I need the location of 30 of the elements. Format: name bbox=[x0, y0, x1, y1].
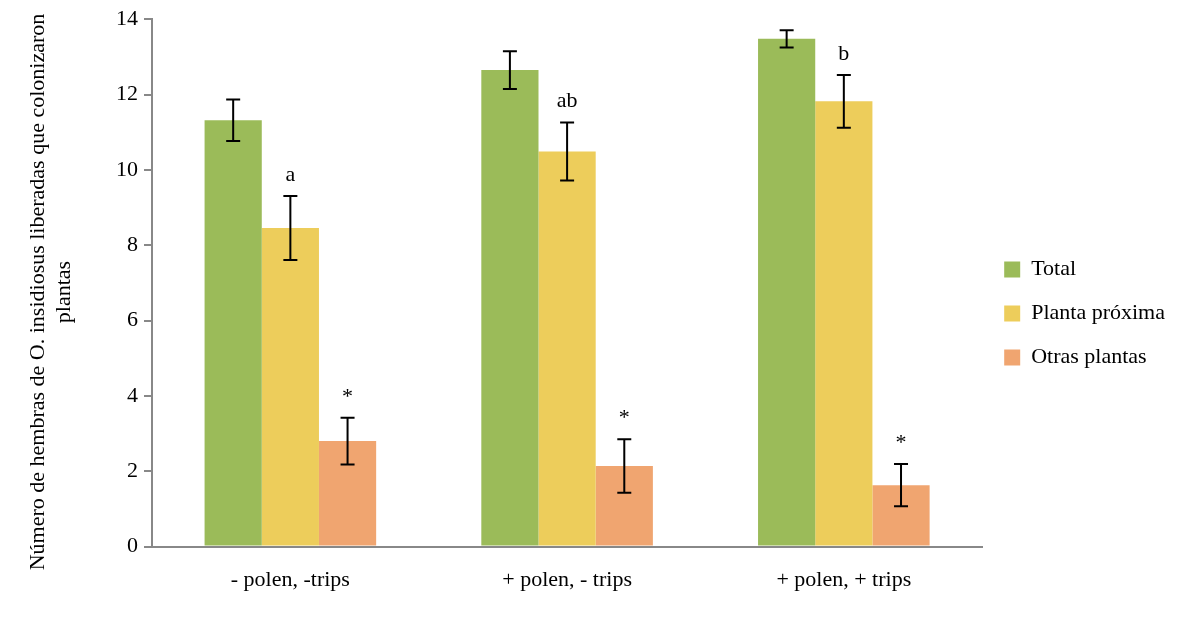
data-label: b bbox=[838, 39, 850, 65]
y-tick-label: 14 bbox=[116, 4, 138, 30]
bar bbox=[538, 151, 596, 546]
legend-label: Total bbox=[1031, 255, 1077, 281]
y-tick-label: 8 bbox=[127, 231, 138, 257]
data-label: * bbox=[895, 428, 907, 454]
bar bbox=[318, 441, 377, 546]
bar bbox=[815, 101, 873, 546]
y-tick-label: 10 bbox=[116, 155, 138, 181]
x-tick-label: - polen, -trips bbox=[230, 565, 350, 591]
y-tick-label: 6 bbox=[127, 306, 138, 332]
x-tick-label: + polen, + trips bbox=[776, 565, 912, 591]
data-label: * bbox=[342, 382, 354, 408]
bar bbox=[595, 465, 653, 546]
y-tick-label: 4 bbox=[127, 381, 138, 407]
bar bbox=[872, 485, 930, 546]
legend-label: Planta próxima bbox=[1031, 299, 1166, 325]
bar bbox=[758, 38, 816, 546]
y-tick-label: 0 bbox=[127, 532, 138, 558]
legend-label: Otras plantas bbox=[1031, 343, 1147, 369]
data-label: ab bbox=[556, 87, 578, 113]
x-tick-label: + polen, - trips bbox=[502, 565, 632, 591]
bar bbox=[481, 70, 539, 546]
bar bbox=[261, 227, 319, 546]
y-axis-title: Número de hembras de O. insidiosus liberadas que colonizaron plantas bbox=[24, 12, 76, 572]
data-label: a bbox=[285, 160, 296, 186]
data-label: * bbox=[618, 404, 630, 430]
y-tick-label: 12 bbox=[116, 80, 138, 106]
bar bbox=[204, 120, 262, 546]
y-tick-label: 2 bbox=[127, 457, 138, 483]
